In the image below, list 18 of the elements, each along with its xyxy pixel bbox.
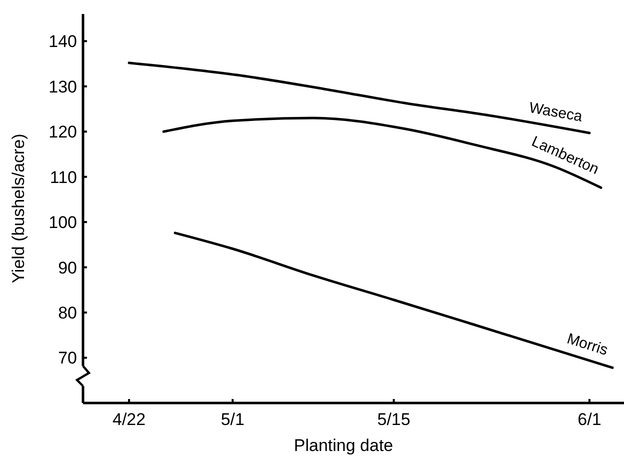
y-tick-label: 110 xyxy=(50,168,77,187)
x-tick-label: 5/1 xyxy=(220,410,244,429)
y-axis-title: Yield (bushels/acre) xyxy=(9,134,28,284)
x-axis-title: Planting date xyxy=(294,436,394,455)
text: Waseca xyxy=(528,99,584,126)
text: Morris xyxy=(564,330,610,360)
y-tick-label: 70 xyxy=(58,348,77,368)
line-series xyxy=(128,62,591,134)
y-tick-label: 90 xyxy=(58,258,77,278)
y-tick-label: 140 xyxy=(48,32,77,52)
x-tick-label: 5/15 xyxy=(377,410,410,429)
line-series xyxy=(174,232,614,369)
x-tick-label: 6/1 xyxy=(578,410,602,429)
x-tick-label: 4/22 xyxy=(112,410,146,429)
y-tick-label: 100 xyxy=(48,213,77,232)
y-tick-label: 130 xyxy=(48,77,77,96)
y-tick-label: 120 xyxy=(48,122,77,142)
y-tick-label: 80 xyxy=(58,303,77,322)
